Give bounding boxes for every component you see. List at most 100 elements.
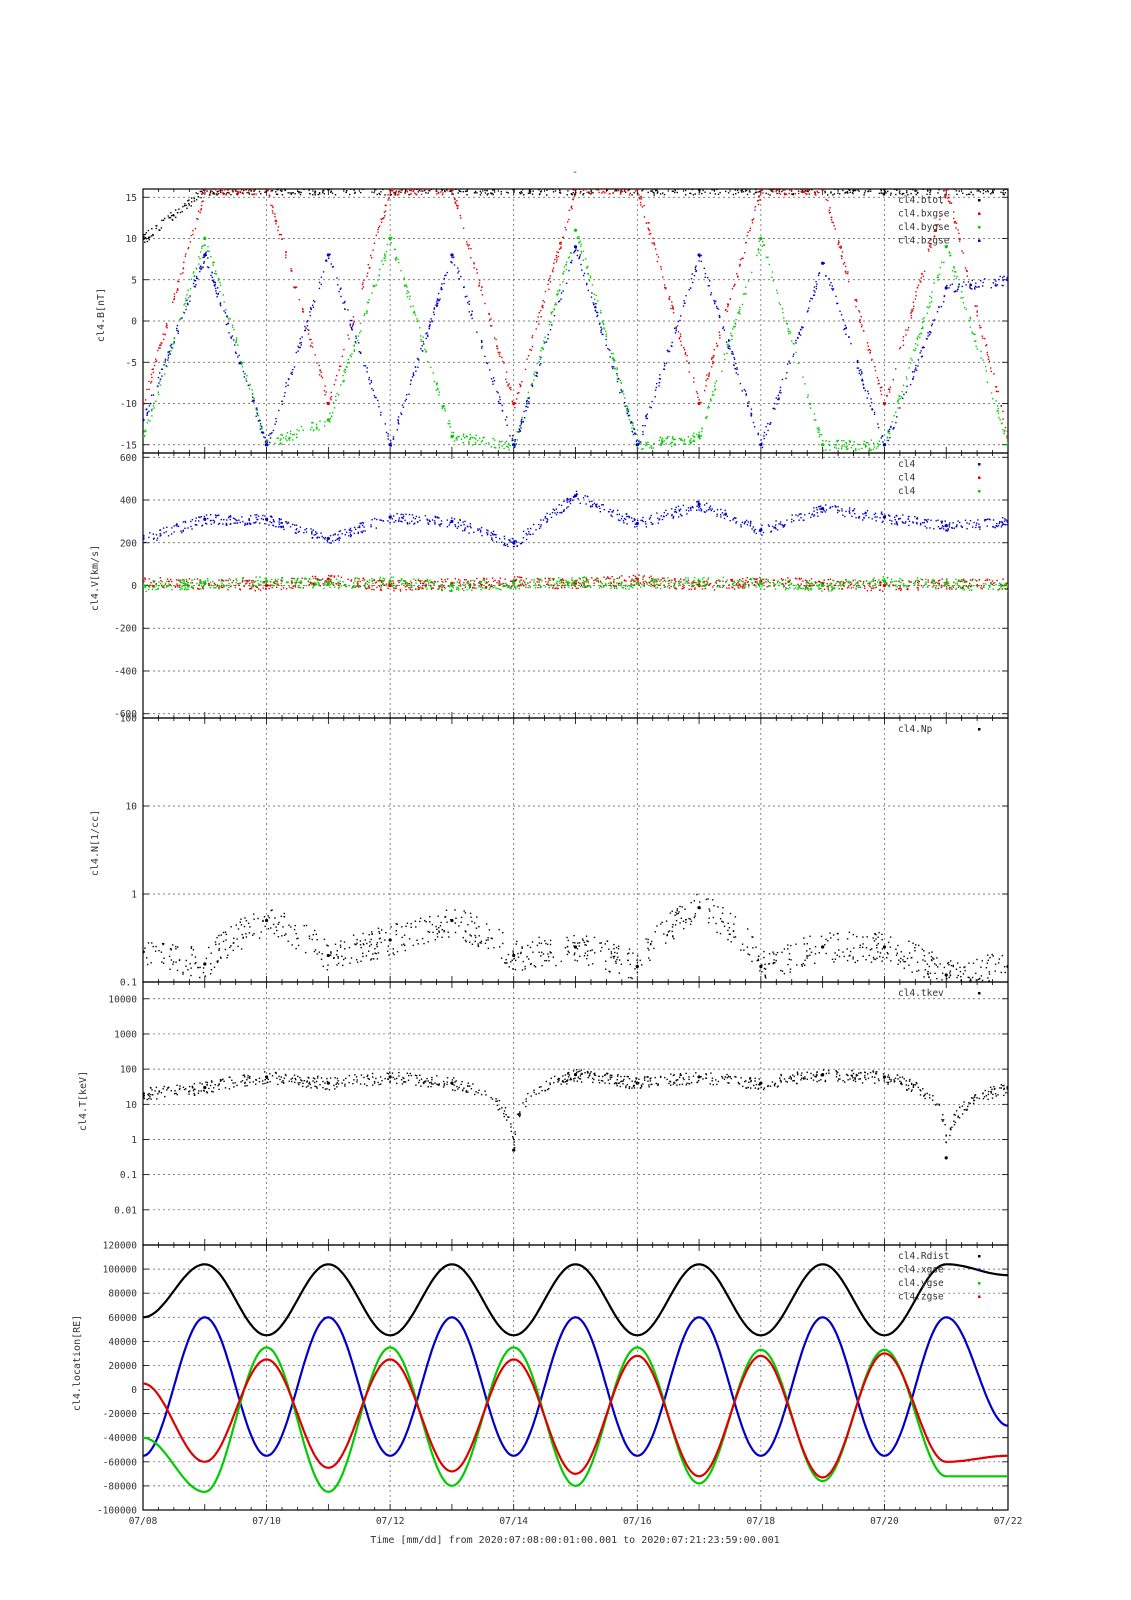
panel-b-dot: [918, 187, 919, 188]
panel-v-dot: [586, 495, 589, 498]
panel-b-dot: [290, 372, 292, 374]
panel-v-dot: [776, 529, 779, 531]
panel-b-dot: [668, 350, 671, 353]
panel-b-dot: [741, 257, 743, 260]
panel-v-dot: [568, 500, 571, 503]
panel-v-dot: [180, 530, 182, 532]
panel-b-dot: [200, 197, 202, 199]
panel-b-dot: [842, 319, 844, 321]
panel-b-dot: [371, 388, 373, 390]
panel-b-dot: [547, 338, 549, 340]
panel-b-dot: [689, 192, 691, 194]
panel-b-dot: [831, 287, 833, 290]
panel-b-dot: [614, 186, 615, 187]
panel-b-dot: [453, 184, 454, 185]
panel-b-dot: [533, 379, 535, 381]
panel-b-dot: [454, 201, 456, 204]
panel-v-point: [697, 502, 701, 506]
panel-v-dot: [516, 541, 518, 543]
panel-b-dot: [193, 271, 195, 273]
panel-v-dot: [894, 519, 896, 521]
panel-b-dot: [414, 192, 416, 194]
panel-b-dot: [678, 338, 681, 340]
panel-b-legend-swatch: [978, 226, 981, 229]
panel-b-dot: [716, 345, 718, 347]
panel-b-dot: [547, 283, 549, 286]
panel-b-dot: [890, 192, 892, 194]
panel-b-dot: [405, 284, 407, 287]
panel-b-dot: [890, 425, 892, 428]
panel-b-dot: [421, 189, 424, 190]
panel-b-dot: [887, 431, 889, 433]
panel-b-dot: [911, 310, 914, 312]
panel-b-dot: [381, 187, 382, 188]
panel-b-dot: [653, 244, 656, 246]
panel-v-dot: [671, 513, 673, 516]
panel-v-dot: [895, 521, 898, 523]
panel-b-dot: [587, 189, 590, 190]
panel-b-dot: [471, 310, 473, 312]
panel-b-dot: [177, 288, 179, 290]
panel-b-dot: [724, 186, 725, 187]
panel-b-dot: [472, 437, 474, 439]
panel-b-dot: [248, 190, 250, 192]
panel-v-dot: [228, 515, 231, 518]
panel-v-dot: [295, 529, 297, 531]
panel-v-dot: [946, 525, 948, 527]
panel-b-dot: [810, 184, 811, 185]
panel-b-dot: [260, 428, 263, 430]
panel-b-legend-label: cl4.btot: [898, 195, 944, 206]
panel-b-dot: [444, 274, 446, 277]
panel-b-dot: [775, 190, 777, 193]
panel-v-dot: [256, 514, 258, 516]
panel-b-dot: [441, 407, 443, 409]
panel-v-dot: [337, 575, 339, 577]
panel-v-dot: [256, 518, 258, 521]
panel-b-dot: [718, 185, 719, 186]
panel-b-dot: [453, 264, 456, 266]
panel-b-dot: [225, 308, 227, 311]
panel-v-dot: [634, 518, 636, 521]
panel-b-dot: [251, 389, 253, 391]
panel-v-dot: [710, 509, 712, 512]
panel-b-dot: [853, 184, 854, 185]
panel-b-dot: [432, 372, 434, 374]
panel-v-dot: [889, 519, 891, 522]
panel-v-dot: [864, 512, 866, 515]
panel-b-dot: [187, 246, 190, 249]
panel-b-dot: [917, 365, 919, 367]
panel-b-dot: [693, 274, 696, 277]
panel-b-dot: [735, 362, 737, 365]
panel-b-dot: [593, 293, 595, 295]
panel-v-dot: [945, 530, 947, 532]
panel-b-dot: [804, 189, 806, 192]
panel-b-dot: [749, 189, 751, 190]
panel-b-dot: [858, 311, 861, 313]
panel-b-dot: [269, 195, 271, 197]
panel-b-dot: [575, 248, 577, 250]
panel-b-dot: [410, 379, 412, 382]
panel-b-dot: [509, 445, 511, 447]
panel-b-dot: [835, 295, 837, 298]
panel-b-dot: [506, 416, 508, 418]
panel-b-dot: [507, 446, 509, 449]
panel-b-dot: [591, 284, 594, 286]
panel-b-dot: [292, 192, 294, 194]
panel-v-dot: [946, 530, 949, 532]
panel-b-dot: [805, 193, 807, 195]
panel-b-dot: [717, 193, 720, 195]
panel-b-dot: [923, 270, 926, 272]
panel-b-dot: [428, 325, 430, 328]
panel-v-dot: [173, 531, 175, 533]
panel-v-dot: [716, 515, 718, 517]
panel-b-dot: [476, 272, 478, 274]
panel-b-dot: [425, 192, 427, 194]
panel-b-dot: [420, 193, 423, 195]
panel-b-dot: [851, 187, 852, 188]
panel-v-dot: [215, 516, 217, 519]
panel-b-dot: [267, 184, 268, 185]
panel-b-dot: [438, 300, 440, 302]
panel-v-dot: [585, 503, 587, 505]
panel-b-dot: [946, 245, 948, 247]
panel-b-dot: [984, 365, 987, 368]
